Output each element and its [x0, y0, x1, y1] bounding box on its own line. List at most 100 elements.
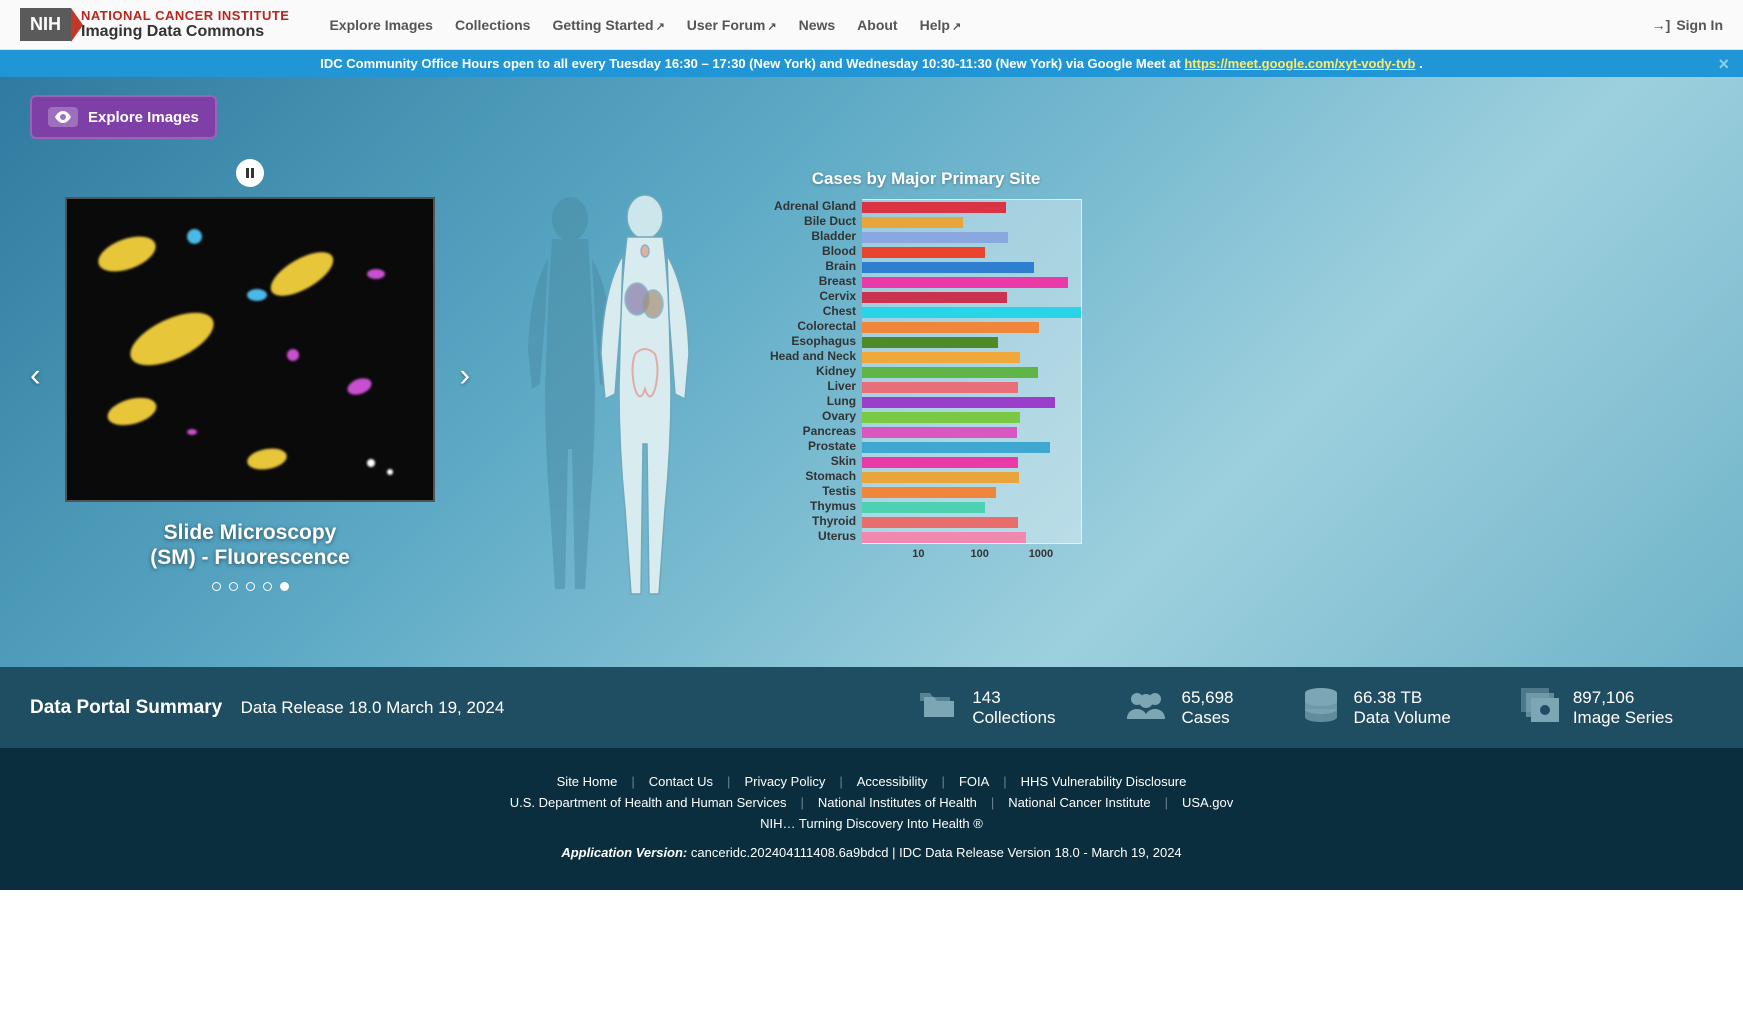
chart-label[interactable]: Brain	[770, 259, 862, 274]
chart-label[interactable]: Breast	[770, 274, 862, 289]
nav-explore-images[interactable]: Explore Images	[329, 17, 433, 33]
chart-x-tick: 10	[912, 548, 924, 560]
chart-bar-row[interactable]	[862, 485, 1081, 500]
footer-link[interactable]: Accessibility	[857, 774, 928, 789]
carousel-dot[interactable]	[212, 582, 221, 591]
chart-label[interactable]: Testis	[770, 484, 862, 499]
carousel-next-icon[interactable]: ›	[459, 357, 470, 394]
chart-label[interactable]: Uterus	[770, 529, 862, 544]
chart-bar-row[interactable]	[862, 290, 1081, 305]
chart-label[interactable]: Head and Neck	[770, 349, 862, 364]
chart-bar	[862, 322, 1039, 333]
footer-link[interactable]: HHS Vulnerability Disclosure	[1021, 774, 1187, 789]
chart-label[interactable]: Pancreas	[770, 424, 862, 439]
chart-label[interactable]: Bladder	[770, 229, 862, 244]
footer-link[interactable]: U.S. Department of Health and Human Serv…	[510, 795, 787, 810]
external-link-icon: ↗	[952, 21, 961, 33]
chart-bar-row[interactable]	[862, 500, 1081, 515]
footer-link[interactable]: FOIA	[959, 774, 989, 789]
pause-button[interactable]	[236, 159, 264, 187]
chart-bar-row[interactable]	[862, 515, 1081, 530]
nav-getting-started[interactable]: Getting Started↗	[552, 17, 664, 33]
footer-link[interactable]: Privacy Policy	[744, 774, 825, 789]
chart-label[interactable]: Blood	[770, 244, 862, 259]
chart-bar	[862, 397, 1055, 408]
close-icon[interactable]: ×	[1718, 54, 1729, 75]
chart-label[interactable]: Thymus	[770, 499, 862, 514]
chart-bar-row[interactable]	[862, 215, 1081, 230]
chart-bar-row[interactable]	[862, 410, 1081, 425]
footer-link[interactable]: Site Home	[557, 774, 618, 789]
chart-label[interactable]: Bile Duct	[770, 214, 862, 229]
chart-bar-row[interactable]	[862, 395, 1081, 410]
chart-bar-row[interactable]	[862, 275, 1081, 290]
carousel-dot[interactable]	[229, 582, 238, 591]
chart-bar-row[interactable]	[862, 320, 1081, 335]
chart-bar	[862, 457, 1018, 468]
footer-link[interactable]: Contact Us	[649, 774, 713, 789]
chart-label[interactable]: Colorectal	[770, 319, 862, 334]
summary-release: Data Release 18.0 March 19, 2024	[241, 698, 505, 717]
nav-news[interactable]: News	[799, 17, 836, 33]
cases-chart: Cases by Major Primary Site Adrenal Glan…	[770, 169, 1082, 564]
footer-link[interactable]: National Cancer Institute	[1008, 795, 1150, 810]
chart-label[interactable]: Cervix	[770, 289, 862, 304]
chart-bar-row[interactable]	[862, 305, 1081, 320]
chart-plot-area	[862, 199, 1082, 544]
nav-help[interactable]: Help↗	[920, 17, 962, 33]
chart-bar-row[interactable]	[862, 425, 1081, 440]
chart-label[interactable]: Kidney	[770, 364, 862, 379]
sign-in-label: Sign In	[1676, 17, 1723, 33]
chart-label[interactable]: Adrenal Gland	[770, 199, 862, 214]
chart-label[interactable]: Chest	[770, 304, 862, 319]
chart-bar-row[interactable]	[862, 380, 1081, 395]
chart-bar-row[interactable]	[862, 350, 1081, 365]
chart-bar-row[interactable]	[862, 335, 1081, 350]
chart-bar-row[interactable]	[862, 230, 1081, 245]
chart-bar	[862, 217, 963, 228]
chart-bar-row[interactable]	[862, 200, 1081, 215]
sign-in-link[interactable]: →] Sign In	[1652, 17, 1723, 33]
chart-bar	[862, 382, 1018, 393]
footer-link[interactable]: USA.gov	[1182, 795, 1233, 810]
chart-bar-row[interactable]	[862, 245, 1081, 260]
chart-label[interactable]: Thyroid	[770, 514, 862, 529]
chart-label[interactable]: Prostate	[770, 439, 862, 454]
anatomy-figure[interactable]	[510, 189, 730, 614]
carousel-dot[interactable]	[280, 582, 289, 591]
explore-images-button[interactable]: Explore Images	[30, 95, 217, 139]
announce-link[interactable]: https://meet.google.com/xyt-vody-tvb	[1184, 56, 1415, 71]
chart-bar-row[interactable]	[862, 260, 1081, 275]
header: NIH NATIONAL CANCER INSTITUTE Imaging Da…	[0, 0, 1743, 50]
chart-label[interactable]: Skin	[770, 454, 862, 469]
separator: |	[991, 795, 994, 810]
chart-bar	[862, 292, 1007, 303]
chart-x-tick: 100	[970, 548, 988, 560]
chart-label[interactable]: Ovary	[770, 409, 862, 424]
slide-image[interactable]	[65, 197, 435, 502]
chart-label[interactable]: Esophagus	[770, 334, 862, 349]
nav-collections[interactable]: Collections	[455, 17, 530, 33]
chart-bar-row[interactable]	[862, 470, 1081, 485]
logo[interactable]: NIH NATIONAL CANCER INSTITUTE Imaging Da…	[20, 8, 289, 41]
chart-label[interactable]: Stomach	[770, 469, 862, 484]
hero-section: Explore Images ‹ ›	[0, 77, 1743, 667]
nav-user-forum[interactable]: User Forum↗	[687, 17, 777, 33]
chart-bar-row[interactable]	[862, 365, 1081, 380]
carousel-dot[interactable]	[263, 582, 272, 591]
chart-label[interactable]: Liver	[770, 379, 862, 394]
footer-link[interactable]: National Institutes of Health	[818, 795, 977, 810]
stat-data-volume: 66.38 TBData Volume	[1303, 687, 1450, 728]
main-nav: Explore Images Collections Getting Started…	[329, 17, 961, 33]
summary-bar: Data Portal Summary Data Release 18.0 Ma…	[0, 667, 1743, 748]
carousel-dot[interactable]	[246, 582, 255, 591]
chart-bar-row[interactable]	[862, 455, 1081, 470]
nav-about[interactable]: About	[857, 17, 897, 33]
chart-bar-row[interactable]	[862, 440, 1081, 455]
chart-label[interactable]: Lung	[770, 394, 862, 409]
slide-caption-line1: Slide Microscopy	[30, 520, 470, 545]
carousel-prev-icon[interactable]: ‹	[30, 357, 41, 394]
users-icon	[1125, 691, 1167, 724]
carousel-dots	[30, 582, 470, 591]
chart-bar-row[interactable]	[862, 530, 1081, 545]
